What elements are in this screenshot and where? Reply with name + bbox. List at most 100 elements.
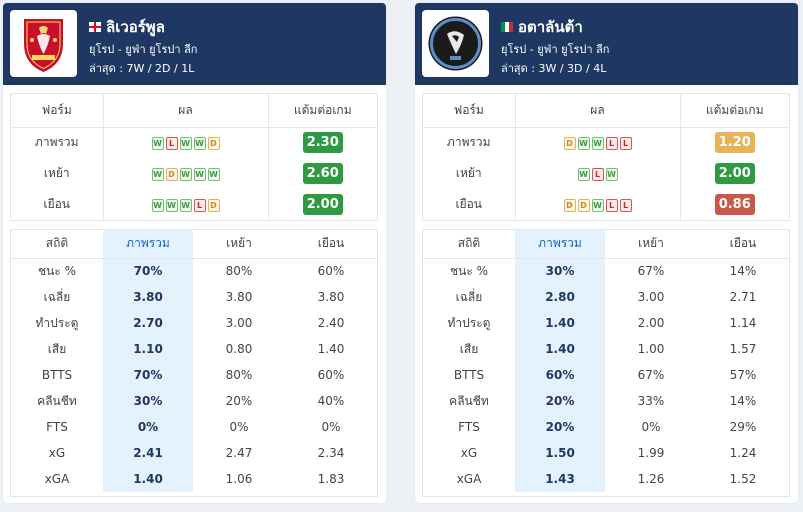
stat-label: เฉลี่ย — [455, 289, 483, 304]
result-badge-w[interactable]: W — [207, 168, 220, 181]
stats-row: xG 1.50 1.99 1.24 — [423, 440, 789, 466]
result-badge-w[interactable]: W — [193, 168, 206, 181]
form-row-label: เยือน — [423, 189, 516, 220]
form-row-label: เหย้า — [423, 158, 516, 189]
result-badge-w[interactable]: W — [605, 168, 618, 181]
result-badge-w[interactable]: W — [179, 168, 192, 181]
stat-home: 33% — [637, 394, 665, 408]
result-badge-d[interactable]: D — [207, 137, 220, 151]
league-label[interactable]: ยุโรป - ยูฟ่า ยูโรปา ลีก — [501, 43, 610, 56]
stat-overall: 1.40 — [515, 310, 605, 336]
stat-away: 1.83 — [317, 472, 345, 486]
stats-row: BTTS 60% 67% 57% — [423, 362, 789, 388]
result-badge-w[interactable]: W — [193, 137, 206, 151]
stat-home: 1.06 — [225, 472, 253, 486]
stats-row: FTS 20% 0% 29% — [423, 414, 789, 440]
stat-label: xGA — [44, 472, 70, 486]
atalanta-logo[interactable] — [422, 10, 489, 77]
team-name: อตาลันต้า — [501, 15, 583, 39]
result-badge-l[interactable]: L — [605, 199, 618, 212]
stat-away: 60% — [317, 264, 345, 279]
result-badge-w[interactable]: W — [591, 199, 604, 212]
result-badge-w[interactable]: W — [577, 137, 590, 151]
result-badge-w[interactable]: W — [151, 137, 164, 151]
stat-home: 2.00 — [637, 316, 665, 330]
stat-overall: 1.50 — [515, 440, 605, 466]
form-header-form: ฟอร์ม — [11, 94, 104, 128]
stat-label: xG — [460, 446, 478, 460]
stat-away: 60% — [317, 368, 345, 382]
stat-home: 0% — [641, 420, 661, 434]
result-badge-l[interactable]: L — [619, 199, 632, 212]
stat-overall: 0% — [103, 414, 193, 440]
form-row-label: ภาพรวม — [11, 127, 104, 158]
ppg-badge: 0.86 — [714, 194, 755, 215]
stats-panel: สถิติ ภาพรวม เหย้า เยือน ชนะ % 30% 67% 14% เ… — [422, 229, 790, 497]
stats-row: FTS 0% 0% 0% — [11, 414, 377, 440]
result-badge-w[interactable]: W — [591, 137, 604, 151]
stat-label: FTS — [46, 420, 68, 434]
stats-header-stat: สถิติ — [11, 230, 103, 259]
stat-label: ทำประตู — [35, 315, 79, 330]
result-badge-w[interactable]: W — [179, 137, 192, 151]
stat-home: 0% — [229, 420, 249, 434]
result-badge-w[interactable]: W — [151, 168, 164, 181]
stats-header-away[interactable]: เยือน — [285, 230, 377, 259]
stat-away: 14% — [729, 264, 757, 279]
stat-label: xGA — [456, 472, 482, 486]
form-header-form: ฟอร์ม — [423, 94, 516, 128]
league-label[interactable]: ยุโรป - ยูฟ่า ยูโรปา ลีก — [89, 43, 198, 56]
stats-panel: สถิติ ภาพรวม เหย้า เยือน ชนะ % 70% 80% 60% เ… — [10, 229, 378, 497]
stat-away: 1.24 — [729, 446, 757, 460]
stats-header-overall[interactable]: ภาพรวม — [515, 230, 605, 259]
result-badge-w[interactable]: W — [151, 199, 164, 212]
result-badge-l[interactable]: L — [193, 199, 206, 212]
stat-away: 0% — [321, 420, 341, 434]
result-badge-w[interactable]: W — [165, 199, 178, 212]
stats-header-away[interactable]: เยือน — [697, 230, 789, 259]
stat-overall: 1.40 — [515, 336, 605, 362]
stat-label: xG — [48, 446, 66, 460]
team-name-text[interactable]: ลิเวอร์พูล — [106, 18, 165, 36]
result-badge-l[interactable]: L — [619, 137, 632, 151]
ppg-badge: 1.20 — [714, 132, 755, 154]
result-badge-l[interactable]: L — [165, 137, 178, 151]
stats-row: เสีย 1.10 0.80 1.40 — [11, 336, 377, 362]
form-row-label: เหย้า — [11, 158, 104, 189]
team-name-text[interactable]: อตาลันต้า — [518, 18, 583, 36]
stat-label: คลีนชีท — [449, 393, 489, 408]
result-badge-d[interactable]: D — [165, 168, 178, 181]
liverpool-logo[interactable] — [10, 10, 77, 77]
stat-overall: 70% — [103, 362, 193, 388]
result-badge-l[interactable]: L — [605, 137, 618, 151]
result-badge-d[interactable]: D — [563, 137, 576, 151]
result-badge-d[interactable]: D — [577, 199, 590, 212]
stat-home: 80% — [225, 264, 253, 279]
ppg-badge: 2.30 — [302, 132, 343, 154]
stats-header-home[interactable]: เหย้า — [605, 230, 697, 259]
stat-home: 1.26 — [637, 472, 665, 486]
stat-label: เสีย — [47, 341, 67, 356]
stat-home: 0.80 — [225, 342, 253, 356]
result-badge-w[interactable]: W — [577, 168, 590, 181]
result-badge-l[interactable]: L — [591, 168, 604, 181]
result-badge-d[interactable]: D — [563, 199, 576, 212]
stats-row: ชนะ % 30% 67% 14% — [423, 258, 789, 284]
stat-away: 2.71 — [729, 290, 757, 304]
stat-away: 29% — [729, 420, 757, 434]
result-badge-w[interactable]: W — [179, 199, 192, 212]
stats-header-home[interactable]: เหย้า — [193, 230, 285, 259]
stat-away: 40% — [317, 394, 345, 408]
stat-overall: 3.80 — [103, 284, 193, 310]
recent-record: ล่าสุด : 3W / 3D / 4L — [501, 62, 607, 75]
stat-overall: 1.10 — [103, 336, 193, 362]
result-badge-d[interactable]: D — [207, 199, 220, 212]
stat-label: BTTS — [453, 368, 485, 382]
stats-header-overall[interactable]: ภาพรวม — [103, 230, 193, 259]
stat-home: 3.80 — [225, 290, 253, 304]
stat-away: 14% — [729, 394, 757, 408]
